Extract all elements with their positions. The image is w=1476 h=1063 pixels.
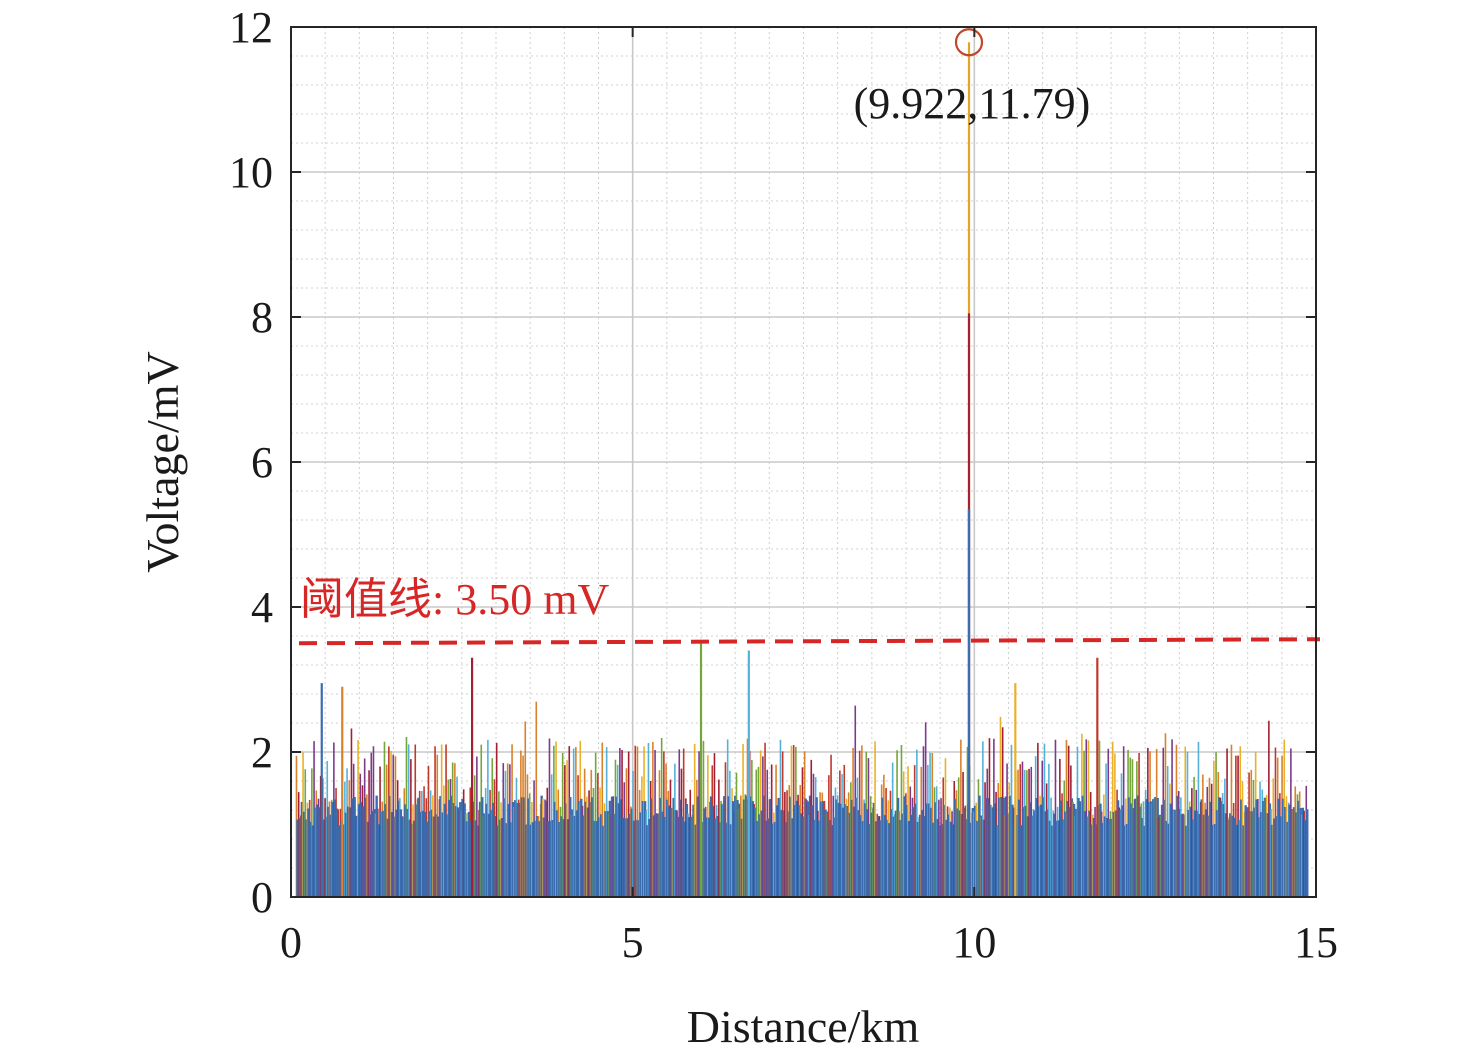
- x-axis-label: Distance/km: [687, 1001, 920, 1052]
- y-tick-label: 6: [251, 438, 273, 487]
- peak-annotation: (9.922,11.79): [854, 79, 1091, 128]
- tick-layer: 0 5 10 15 0 2 4 6 8 10 12: [229, 3, 1338, 967]
- threshold-line: [298, 637, 1321, 646]
- x-tick-label: 5: [622, 918, 644, 967]
- y-tick-label: 2: [251, 728, 273, 777]
- text-layer: Distance/km Voltage/mV (9.922,11.79) 阈值线…: [137, 79, 1090, 1052]
- y-tick-label: 0: [251, 873, 273, 922]
- x-tick-label: 0: [280, 918, 302, 967]
- x-tick-label: 10: [952, 918, 996, 967]
- y-tick-label: 12: [229, 3, 273, 52]
- peak-series: [320, 28, 1099, 897]
- y-tick-label: 8: [251, 293, 273, 342]
- threshold-label: 阈值线: 3.50 mV: [300, 575, 609, 624]
- x-tick-label: 15: [1294, 918, 1338, 967]
- y-tick-label: 10: [229, 148, 273, 197]
- y-axis-label: Voltage/mV: [137, 351, 188, 572]
- threshold-layer: [298, 637, 1321, 646]
- peak-marker: [954, 28, 984, 57]
- y-tick-label: 4: [251, 583, 273, 632]
